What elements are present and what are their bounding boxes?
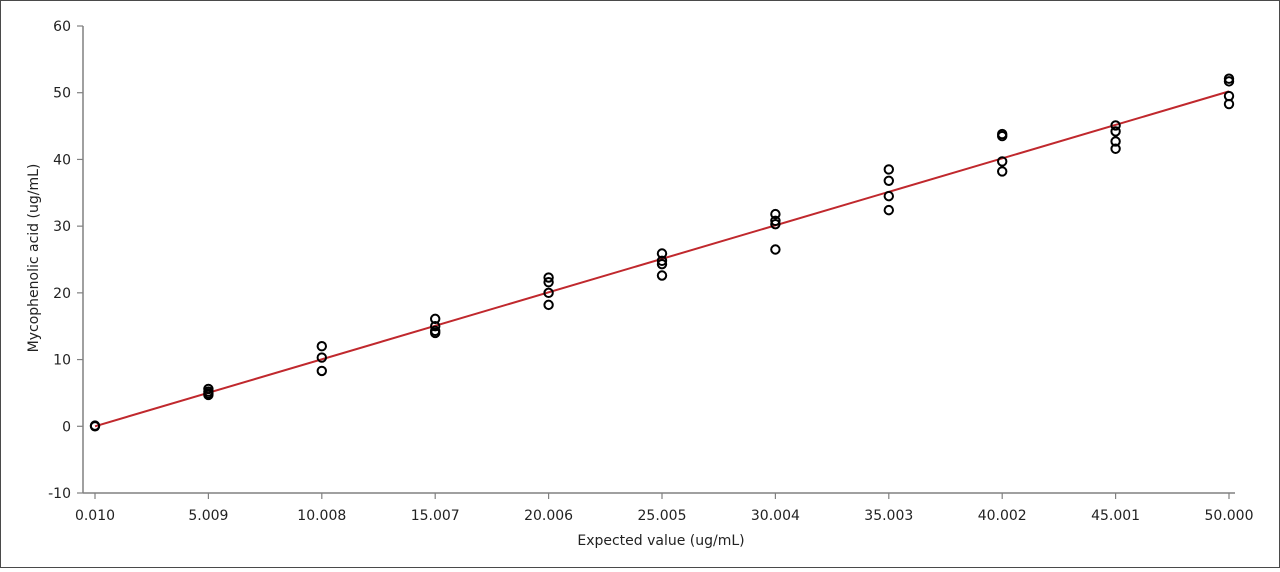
data-point [1110, 143, 1121, 154]
data-point [770, 208, 781, 220]
fit-line-layer [94, 90, 1230, 428]
data-point [543, 287, 554, 299]
x-tick-label: 40.002 [978, 508, 1027, 524]
data-point [430, 327, 441, 339]
data-point [203, 389, 214, 401]
data-points-layer [89, 73, 1235, 432]
y-tick-label: 60 [53, 19, 71, 35]
data-point [656, 258, 668, 270]
x-tick-label: 25.005 [638, 508, 687, 524]
x-tick-label: 0.010 [75, 508, 115, 524]
data-point [316, 365, 327, 377]
y-tick-label: 0 [62, 419, 71, 435]
data-point [883, 204, 894, 216]
x-tick-label: 20.006 [524, 508, 573, 524]
x-tick-label: 30.004 [751, 508, 800, 524]
y-tick-label: 50 [53, 86, 71, 102]
data-point [1223, 98, 1235, 110]
x-tick-label: 10.008 [297, 508, 346, 524]
data-point [883, 164, 894, 175]
x-tick-label: 15.007 [411, 508, 460, 524]
data-point [543, 272, 554, 283]
axes: -10 0 10 20 30 40 50 60 0.010 5.009 10.008 15.007 20… [48, 19, 1253, 524]
data-point [656, 248, 668, 259]
data-point [997, 130, 1008, 142]
data-point [1223, 76, 1235, 87]
x-tick-label: 50.000 [1205, 508, 1254, 524]
data-point [770, 244, 781, 255]
x-tick-label: 35.003 [864, 508, 913, 524]
data-point [656, 255, 668, 267]
fit-line [94, 90, 1230, 428]
y-tick-label: 10 [53, 353, 71, 369]
data-point [997, 156, 1008, 167]
data-point [543, 276, 554, 288]
data-point [1110, 120, 1121, 131]
data-point [316, 341, 327, 352]
y-title-backdrop [21, 149, 43, 371]
data-point [1110, 126, 1121, 137]
data-point [770, 215, 781, 227]
data-point [883, 175, 894, 186]
x-axis-title: Expected value (ug/mL) [577, 533, 744, 549]
y-axis-title: Mycophenolic acid (ug/mL) [26, 164, 42, 353]
data-point [997, 166, 1008, 177]
data-point [89, 420, 101, 431]
data-point [543, 299, 554, 311]
data-point [656, 270, 668, 281]
y-tick-label: 30 [53, 219, 71, 235]
x-tick-label: 45.001 [1091, 508, 1140, 524]
y-tick-label: 20 [53, 286, 71, 302]
y-tick-label: -10 [48, 486, 71, 502]
data-point [316, 352, 327, 363]
data-point [1110, 136, 1121, 147]
x-tick-label: 5.009 [188, 508, 228, 524]
data-point [770, 218, 781, 230]
data-point [430, 321, 441, 332]
data-point [883, 190, 894, 202]
y-tick-label: 40 [53, 152, 71, 168]
data-point [430, 313, 441, 325]
